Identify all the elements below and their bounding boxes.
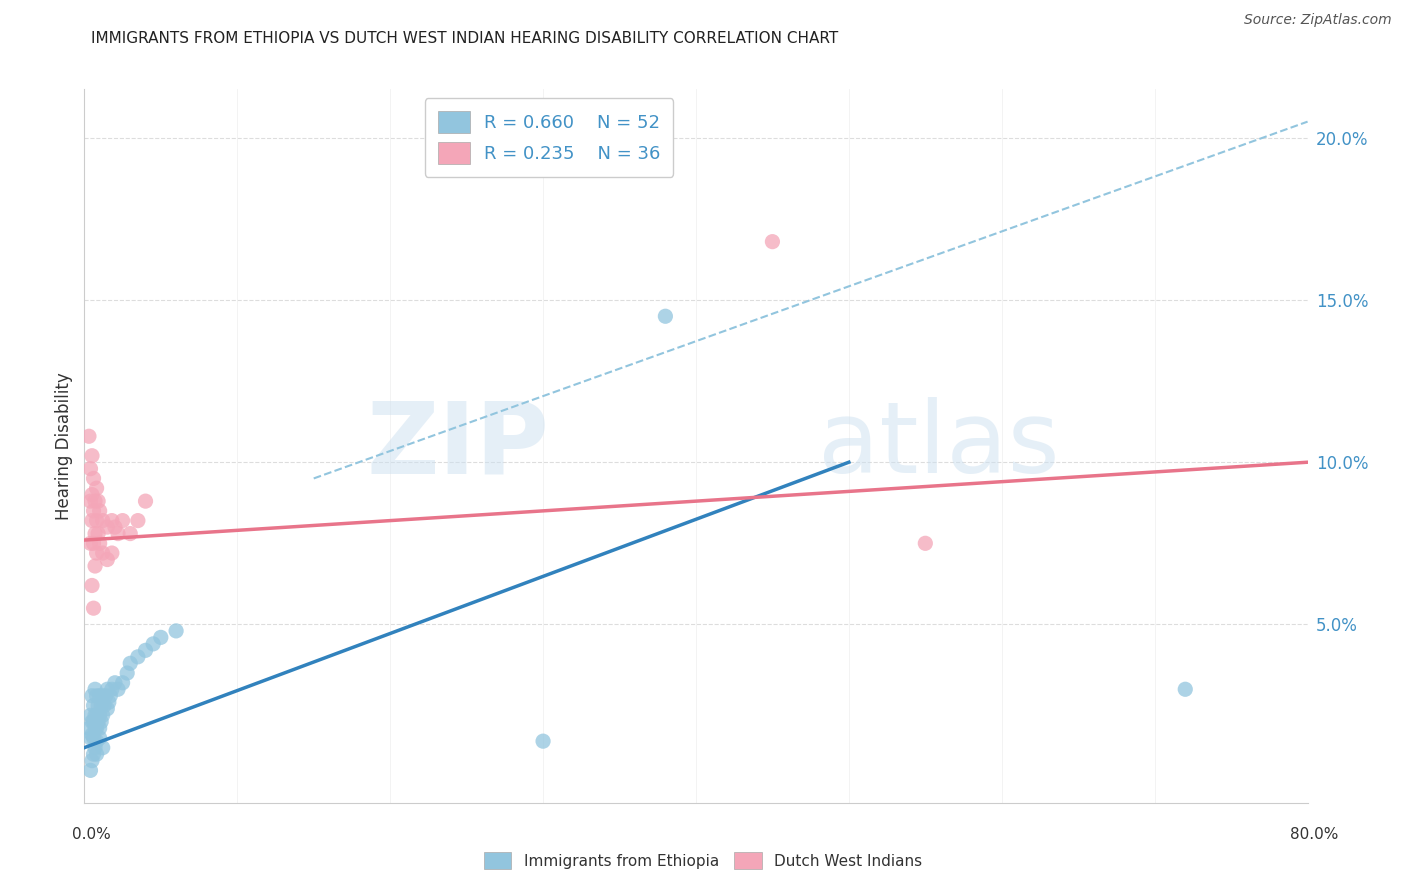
Text: IMMIGRANTS FROM ETHIOPIA VS DUTCH WEST INDIAN HEARING DISABILITY CORRELATION CHA: IMMIGRANTS FROM ETHIOPIA VS DUTCH WEST I… bbox=[91, 31, 838, 46]
Point bbox=[107, 682, 129, 697]
Point bbox=[91, 689, 114, 703]
Point bbox=[96, 682, 118, 697]
Point bbox=[94, 689, 117, 703]
Point bbox=[127, 514, 149, 528]
Point bbox=[86, 708, 108, 723]
Text: 0.0%: 0.0% bbox=[72, 827, 111, 841]
Point bbox=[914, 536, 936, 550]
Point bbox=[86, 546, 108, 560]
Point bbox=[84, 559, 107, 574]
Point bbox=[86, 747, 108, 761]
Point bbox=[84, 721, 107, 735]
Point bbox=[89, 721, 111, 735]
Point bbox=[89, 536, 111, 550]
Point bbox=[761, 235, 783, 249]
Point bbox=[89, 708, 111, 723]
Legend: R = 0.660    N = 52, R = 0.235    N = 36: R = 0.660 N = 52, R = 0.235 N = 36 bbox=[425, 98, 673, 177]
Point bbox=[83, 504, 105, 518]
Point bbox=[84, 740, 107, 755]
Point bbox=[86, 481, 108, 495]
Point bbox=[98, 689, 121, 703]
Point bbox=[84, 494, 107, 508]
Point bbox=[83, 747, 105, 761]
Y-axis label: Hearing Disability: Hearing Disability bbox=[55, 372, 73, 520]
Point bbox=[107, 526, 129, 541]
Point bbox=[115, 666, 138, 681]
Point bbox=[96, 702, 118, 716]
Point bbox=[86, 514, 108, 528]
Point bbox=[135, 643, 157, 657]
Point bbox=[91, 546, 114, 560]
Point bbox=[84, 526, 107, 541]
Point bbox=[101, 546, 124, 560]
Point bbox=[87, 526, 110, 541]
Point bbox=[79, 536, 101, 550]
Point bbox=[80, 754, 103, 768]
Point bbox=[86, 734, 108, 748]
Point bbox=[77, 721, 100, 735]
Point bbox=[104, 675, 127, 690]
Point bbox=[86, 721, 108, 735]
Point bbox=[80, 714, 103, 729]
Point bbox=[83, 698, 105, 713]
Point bbox=[79, 494, 101, 508]
Point bbox=[93, 698, 115, 713]
Point bbox=[89, 731, 111, 745]
Point bbox=[83, 536, 105, 550]
Point bbox=[83, 471, 105, 485]
Point bbox=[80, 728, 103, 742]
Point bbox=[654, 310, 676, 324]
Point bbox=[91, 740, 114, 755]
Point bbox=[101, 514, 124, 528]
Point bbox=[84, 708, 107, 723]
Point bbox=[104, 520, 127, 534]
Point bbox=[80, 578, 103, 592]
Point bbox=[96, 552, 118, 566]
Point bbox=[83, 601, 105, 615]
Point bbox=[87, 698, 110, 713]
Point bbox=[135, 494, 157, 508]
Point bbox=[91, 514, 114, 528]
Point bbox=[142, 637, 165, 651]
Point bbox=[79, 731, 101, 745]
Point bbox=[149, 631, 172, 645]
Point bbox=[87, 494, 110, 508]
Point bbox=[89, 504, 111, 518]
Point bbox=[77, 429, 100, 443]
Point bbox=[83, 731, 105, 745]
Legend: Immigrants from Ethiopia, Dutch West Indians: Immigrants from Ethiopia, Dutch West Ind… bbox=[478, 846, 928, 875]
Point bbox=[531, 734, 554, 748]
Point bbox=[91, 708, 114, 723]
Point bbox=[80, 689, 103, 703]
Text: 80.0%: 80.0% bbox=[1291, 827, 1339, 841]
Point bbox=[79, 461, 101, 475]
Point bbox=[87, 714, 110, 729]
Point bbox=[90, 714, 112, 729]
Point bbox=[111, 675, 134, 690]
Point bbox=[96, 520, 118, 534]
Point bbox=[84, 682, 107, 697]
Point bbox=[80, 449, 103, 463]
Point bbox=[120, 526, 142, 541]
Text: ZIP: ZIP bbox=[367, 398, 550, 494]
Point bbox=[79, 708, 101, 723]
Point bbox=[79, 764, 101, 778]
Point bbox=[90, 698, 112, 713]
Point bbox=[101, 682, 124, 697]
Point bbox=[111, 514, 134, 528]
Point bbox=[1174, 682, 1197, 697]
Point bbox=[89, 689, 111, 703]
Point bbox=[165, 624, 187, 638]
Point bbox=[80, 488, 103, 502]
Text: Source: ZipAtlas.com: Source: ZipAtlas.com bbox=[1244, 13, 1392, 28]
Point bbox=[86, 689, 108, 703]
Point bbox=[127, 649, 149, 664]
Text: atlas: atlas bbox=[818, 398, 1060, 494]
Point bbox=[83, 714, 105, 729]
Point bbox=[120, 657, 142, 671]
Point bbox=[80, 514, 103, 528]
Point bbox=[97, 695, 120, 709]
